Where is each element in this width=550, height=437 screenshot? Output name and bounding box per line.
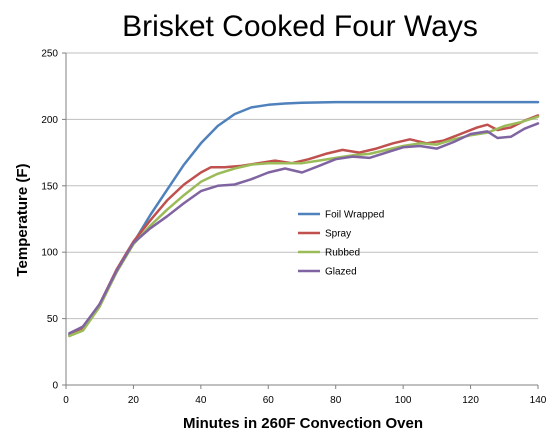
x-tick-label: 40 xyxy=(195,395,207,406)
y-tick-label: 250 xyxy=(41,49,58,60)
tick-labels: 0 50 100 150 200 250 0 20 40 60 80 100 120 140 xyxy=(41,49,546,407)
x-tick-label: 0 xyxy=(63,395,69,406)
axes xyxy=(62,52,539,389)
x-axis-label: Minutes in 260F Convection Oven xyxy=(183,415,423,432)
y-tick-label: 200 xyxy=(41,115,58,126)
x-tick-label: 140 xyxy=(530,395,547,406)
x-tick-label: 100 xyxy=(395,395,412,406)
series-line-spray xyxy=(68,114,540,338)
y-tick-label: 100 xyxy=(41,248,58,259)
y-tick-label: 150 xyxy=(41,181,58,192)
series-group xyxy=(68,100,540,338)
x-tick-label: 20 xyxy=(128,395,140,406)
legend-label: Rubbed xyxy=(325,248,360,259)
y-tick-label: 0 xyxy=(52,381,58,392)
series-line-glazed xyxy=(68,122,540,335)
x-tick-label: 60 xyxy=(263,395,275,406)
legend-label: Glazed xyxy=(325,267,357,278)
series-line-rubbed xyxy=(68,115,540,338)
gridlines xyxy=(66,52,538,320)
x-tick-label: 120 xyxy=(462,395,479,406)
y-tick-label: 50 xyxy=(47,314,59,325)
x-tick-label: 80 xyxy=(330,395,342,406)
legend-label: Foil Wrapped xyxy=(325,210,384,221)
legend-label: Spray xyxy=(325,229,351,240)
y-axis-label: Temperature (F) xyxy=(14,163,31,276)
legend: Foil Wrapped Spray Rubbed Glazed xyxy=(298,210,384,278)
chart-title: Brisket Cooked Four Ways xyxy=(122,10,478,43)
